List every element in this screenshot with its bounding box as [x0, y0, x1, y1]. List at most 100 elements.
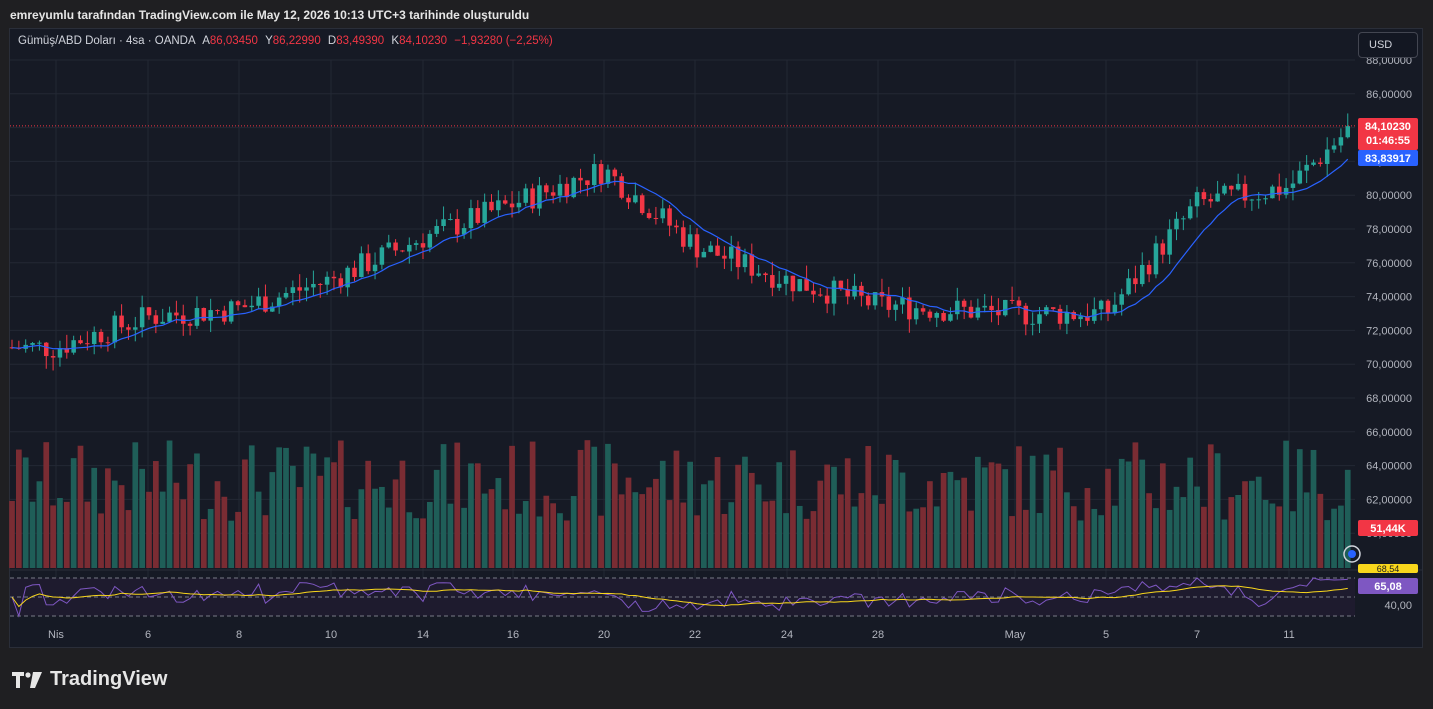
candle-down: [1105, 300, 1111, 314]
candle-up: [386, 242, 391, 248]
price-tick-label: 72,00000: [1366, 325, 1412, 337]
volume-bar-down: [714, 457, 721, 568]
candle-up: [893, 304, 898, 310]
volume-bar-up: [570, 496, 577, 568]
candle-up: [633, 195, 638, 203]
volume-bar-down: [1276, 506, 1283, 568]
volume-bar-up: [701, 484, 707, 568]
price-tick-label: 64,00000: [1366, 461, 1412, 473]
volume-bar-up: [91, 467, 98, 568]
candle-down: [598, 164, 604, 184]
volume-bar-up: [433, 469, 440, 568]
candle-down: [98, 331, 104, 343]
volume-bar-down: [838, 494, 844, 568]
candle-down: [1242, 183, 1248, 201]
price-tick-label: 76,00000: [1366, 258, 1412, 270]
volume-bar-down: [1022, 509, 1029, 568]
candle-down: [502, 200, 508, 204]
volume-bar-up: [659, 460, 666, 568]
volume-bar-up: [166, 440, 173, 568]
candle-up: [283, 292, 289, 298]
candle-up: [256, 296, 261, 306]
volume-bar-up: [707, 480, 714, 568]
volume-bar-down: [1146, 493, 1152, 568]
candle-up: [872, 292, 878, 306]
volume-bar-up: [461, 507, 467, 568]
candle-up: [1270, 186, 1275, 199]
candle-up: [742, 254, 748, 268]
volume-bar-down: [1105, 468, 1111, 568]
volume-bar-down: [365, 460, 372, 568]
candle-down: [455, 218, 460, 235]
candle-down: [78, 340, 83, 344]
volume-bar-down: [43, 442, 50, 568]
volume-bar-up: [70, 458, 77, 568]
candle-down: [400, 250, 405, 252]
volume-bar-down: [803, 518, 810, 568]
candle-up: [900, 297, 905, 305]
volume-bar-down: [187, 464, 193, 568]
candle-up: [160, 321, 165, 324]
rsi-value-badge-bg: [1358, 578, 1418, 594]
volume-bar-down: [98, 513, 104, 568]
candle-up: [687, 234, 693, 247]
volume-bar-down: [1242, 481, 1248, 568]
volume-bar-down: [84, 501, 91, 568]
volume-bar-down: [1016, 446, 1022, 568]
candle-down: [1057, 308, 1063, 324]
candle-down: [331, 276, 337, 279]
candle-up: [194, 307, 200, 326]
candle-down: [222, 310, 227, 322]
volume-bar-down: [906, 511, 913, 568]
candle-down: [866, 295, 871, 306]
volume-bar-down: [105, 468, 111, 568]
candle-down: [475, 208, 481, 223]
candle-up: [461, 228, 467, 235]
volume-bar-down: [221, 496, 228, 568]
volume-bar-up: [1262, 499, 1269, 568]
candle-up: [30, 343, 35, 345]
candle-up: [516, 202, 522, 208]
price-tick-label: 78,00000: [1366, 224, 1412, 236]
volume-bar-down: [762, 501, 769, 568]
volume-bar-up: [324, 457, 330, 568]
volume-bar-down: [769, 500, 776, 568]
candle-up: [729, 246, 734, 259]
candle-down: [235, 301, 241, 306]
time-axis-label: 24: [781, 629, 793, 641]
volume-bar-up: [1269, 503, 1276, 568]
price-tick-label: 74,00000: [1366, 292, 1412, 304]
volume-bar-up: [516, 513, 522, 568]
volume-bar-down: [618, 494, 625, 568]
volume-bar-down: [673, 450, 680, 568]
volume-bar-down: [858, 493, 865, 568]
candle-down: [811, 290, 816, 295]
price-tick-label: 66,00000: [1366, 427, 1412, 439]
volume-bar-up: [111, 480, 118, 568]
tradingview-logo[interactable]: TradingView: [12, 668, 167, 691]
volume-bar-down: [63, 501, 70, 568]
candle-down: [1208, 199, 1213, 202]
volume-bar-down: [790, 450, 796, 568]
volume-bar-up: [207, 508, 214, 568]
candle-down: [1023, 305, 1029, 325]
candle-down: [1160, 243, 1166, 255]
volume-bar-up: [194, 453, 200, 568]
currency-button[interactable]: USD: [1358, 32, 1418, 58]
volume-bar-up: [290, 465, 296, 568]
candle-down: [146, 307, 152, 316]
candle-up: [468, 208, 474, 229]
candle-up: [379, 247, 385, 265]
candle-down: [1009, 299, 1015, 301]
volume-bar-down: [748, 472, 755, 568]
candle-down: [187, 323, 193, 326]
volume-bar-down: [173, 482, 180, 568]
candle-up: [1153, 243, 1159, 275]
volume-bar-up: [1194, 486, 1200, 568]
candle-up: [407, 244, 412, 252]
volume-bar-up: [1310, 449, 1317, 568]
volume-bar-down: [1207, 444, 1214, 568]
last-price-badge-text: 01:46:55: [1366, 135, 1410, 147]
volume-bar-down: [1317, 493, 1324, 568]
